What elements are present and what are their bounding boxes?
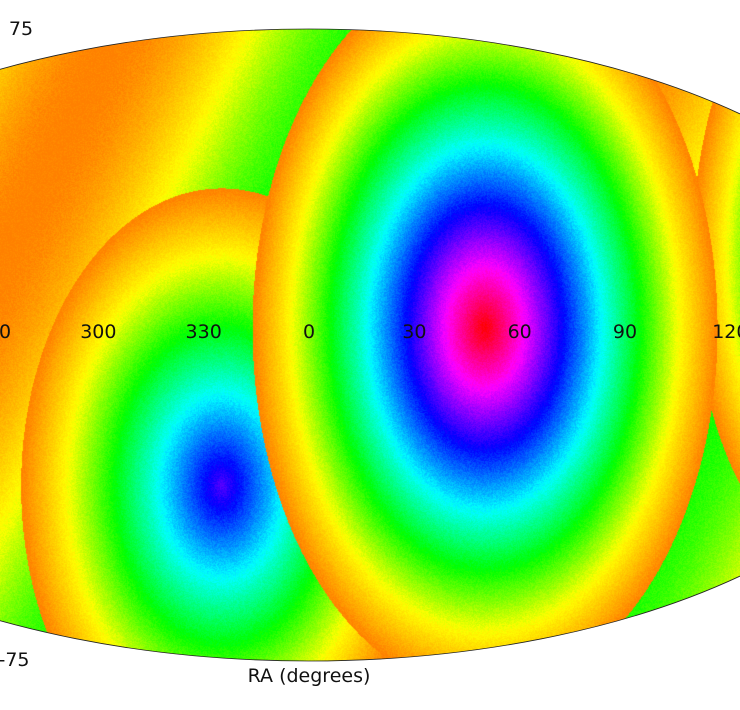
ra-tick-120: 120 [712, 321, 740, 343]
ra-tick-60: 60 [508, 321, 532, 343]
ra-tick-0: 0 [303, 321, 315, 343]
ra-tick-90: 90 [613, 321, 637, 343]
mollweide-boundary [0, 28, 740, 662]
dec-tick-minus-75: -75 [0, 649, 30, 671]
ra-tick-330: 330 [186, 321, 222, 343]
ra-tick-30: 30 [402, 321, 426, 343]
x-axis-label: RA (degrees) [248, 665, 371, 687]
ra-tick-300: 300 [80, 321, 116, 343]
ra-tick-labels: 270 300 330 0 30 60 90 120 [0, 321, 740, 343]
ra-tick-270: 270 [0, 321, 11, 343]
dec-tick-75: 75 [9, 18, 33, 40]
